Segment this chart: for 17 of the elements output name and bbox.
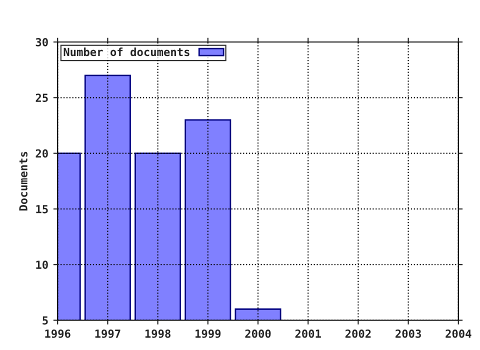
legend-label: Number of documents (64, 48, 190, 56)
x-tick-label: 2004 (446, 329, 472, 338)
y-tick-label: 15 (36, 205, 48, 214)
y-tick-label: 5 (42, 316, 48, 325)
x-tick-label: 1996 (45, 329, 70, 338)
x-tick-label: 2000 (245, 329, 271, 338)
y-axis-title: Documents (19, 152, 28, 210)
y-tick-label: 10 (36, 260, 48, 269)
y-tick-label: 30 (36, 38, 48, 46)
x-tick-label: 2002 (345, 329, 371, 338)
y-tick-label: 20 (36, 149, 48, 158)
x-tick-label: 1998 (145, 329, 170, 338)
x-tick-label: 2001 (295, 329, 321, 338)
x-tick-label: 1999 (196, 330, 221, 338)
x-tick-label: 2003 (396, 329, 421, 338)
y-tick-label: 25 (36, 94, 48, 102)
x-tick-label: 1997 (95, 330, 120, 338)
